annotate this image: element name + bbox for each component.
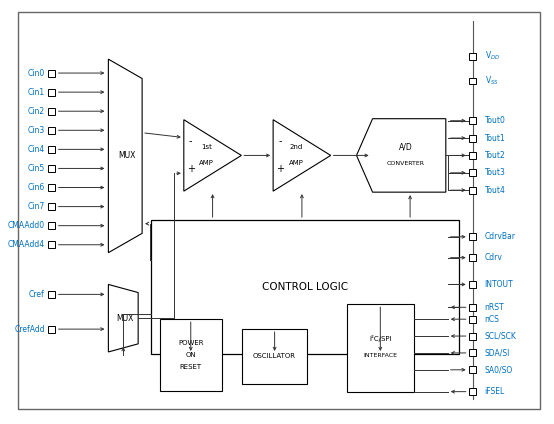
Text: AMP: AMP xyxy=(199,160,214,166)
Text: MUX: MUX xyxy=(116,314,134,323)
Bar xyxy=(48,326,55,332)
Text: SDA/SI: SDA/SI xyxy=(485,349,510,357)
Bar xyxy=(469,134,476,142)
Text: CONTROL LOGIC: CONTROL LOGIC xyxy=(262,282,348,292)
Text: V$_{DD}$: V$_{DD}$ xyxy=(485,50,500,62)
Polygon shape xyxy=(109,285,138,352)
Bar xyxy=(48,184,55,191)
Bar xyxy=(469,53,476,60)
Text: Cin0: Cin0 xyxy=(28,69,45,78)
Text: Cin3: Cin3 xyxy=(28,126,45,135)
Bar xyxy=(469,304,476,311)
Text: ON: ON xyxy=(186,352,196,358)
Bar xyxy=(48,222,55,229)
Text: CMAAdd4: CMAAdd4 xyxy=(8,240,45,249)
Bar xyxy=(469,388,476,395)
Text: SA0/SO: SA0/SO xyxy=(485,365,513,374)
Text: V$_{SS}$: V$_{SS}$ xyxy=(485,75,499,87)
Text: iFSEL: iFSEL xyxy=(485,387,505,396)
Text: Tout2: Tout2 xyxy=(485,151,505,160)
Bar xyxy=(469,316,476,323)
Text: Cin7: Cin7 xyxy=(28,202,45,211)
Text: CdrvBar: CdrvBar xyxy=(485,232,516,241)
Text: nCS: nCS xyxy=(485,315,499,324)
Text: Cin4: Cin4 xyxy=(28,145,45,154)
Text: POWER: POWER xyxy=(178,340,203,346)
Text: A/D: A/D xyxy=(399,143,413,152)
Text: Cdrv: Cdrv xyxy=(485,253,502,262)
Text: SCL/SCK: SCL/SCK xyxy=(485,332,516,340)
Text: -: - xyxy=(278,137,282,147)
Bar xyxy=(469,349,476,357)
Text: OSCILLATOR: OSCILLATOR xyxy=(253,354,296,360)
Bar xyxy=(48,203,55,210)
Text: Tout0: Tout0 xyxy=(485,116,505,125)
Text: Cin5: Cin5 xyxy=(28,164,45,173)
Bar xyxy=(469,254,476,261)
Bar xyxy=(48,146,55,153)
Bar xyxy=(469,78,476,84)
Bar xyxy=(151,220,459,354)
Bar xyxy=(469,366,476,373)
Bar xyxy=(469,233,476,240)
Bar xyxy=(242,329,307,384)
Bar xyxy=(48,108,55,114)
Text: +: + xyxy=(276,165,284,174)
Bar xyxy=(469,169,476,176)
Bar xyxy=(48,127,55,134)
Bar xyxy=(347,304,414,392)
Text: INTERFACE: INTERFACE xyxy=(363,354,397,358)
Text: INTOUT: INTOUT xyxy=(485,280,513,289)
Text: 1st: 1st xyxy=(201,145,212,151)
Bar xyxy=(48,241,55,248)
Text: Cin2: Cin2 xyxy=(28,107,45,116)
Bar xyxy=(160,319,222,391)
Text: Tout3: Tout3 xyxy=(485,168,505,177)
Text: Tout4: Tout4 xyxy=(485,186,505,195)
Text: CMAAdd0: CMAAdd0 xyxy=(8,221,45,230)
Text: nRST: nRST xyxy=(485,303,504,312)
Polygon shape xyxy=(356,119,446,192)
Polygon shape xyxy=(273,120,331,191)
Bar xyxy=(48,291,55,298)
Text: -: - xyxy=(189,137,192,147)
Bar xyxy=(48,70,55,76)
Text: CONVERTER: CONVERTER xyxy=(387,161,425,166)
Bar xyxy=(469,117,476,124)
Bar xyxy=(48,165,55,172)
Text: Cref: Cref xyxy=(29,290,45,299)
Bar xyxy=(48,89,55,95)
Text: I²C/SPI: I²C/SPI xyxy=(369,335,392,342)
Polygon shape xyxy=(184,120,242,191)
Text: AMP: AMP xyxy=(289,160,304,166)
Text: Cin6: Cin6 xyxy=(28,183,45,192)
Text: Tout1: Tout1 xyxy=(485,134,505,142)
Text: Cin1: Cin1 xyxy=(28,88,45,97)
Text: RESET: RESET xyxy=(179,364,202,370)
Text: CrefAdd: CrefAdd xyxy=(14,325,45,334)
Bar xyxy=(469,152,476,159)
Polygon shape xyxy=(109,59,142,253)
Bar xyxy=(469,187,476,194)
Text: MUX: MUX xyxy=(119,151,136,160)
Text: 2nd: 2nd xyxy=(289,145,302,151)
Text: +: + xyxy=(187,165,195,174)
Bar xyxy=(469,332,476,340)
Bar xyxy=(469,281,476,288)
